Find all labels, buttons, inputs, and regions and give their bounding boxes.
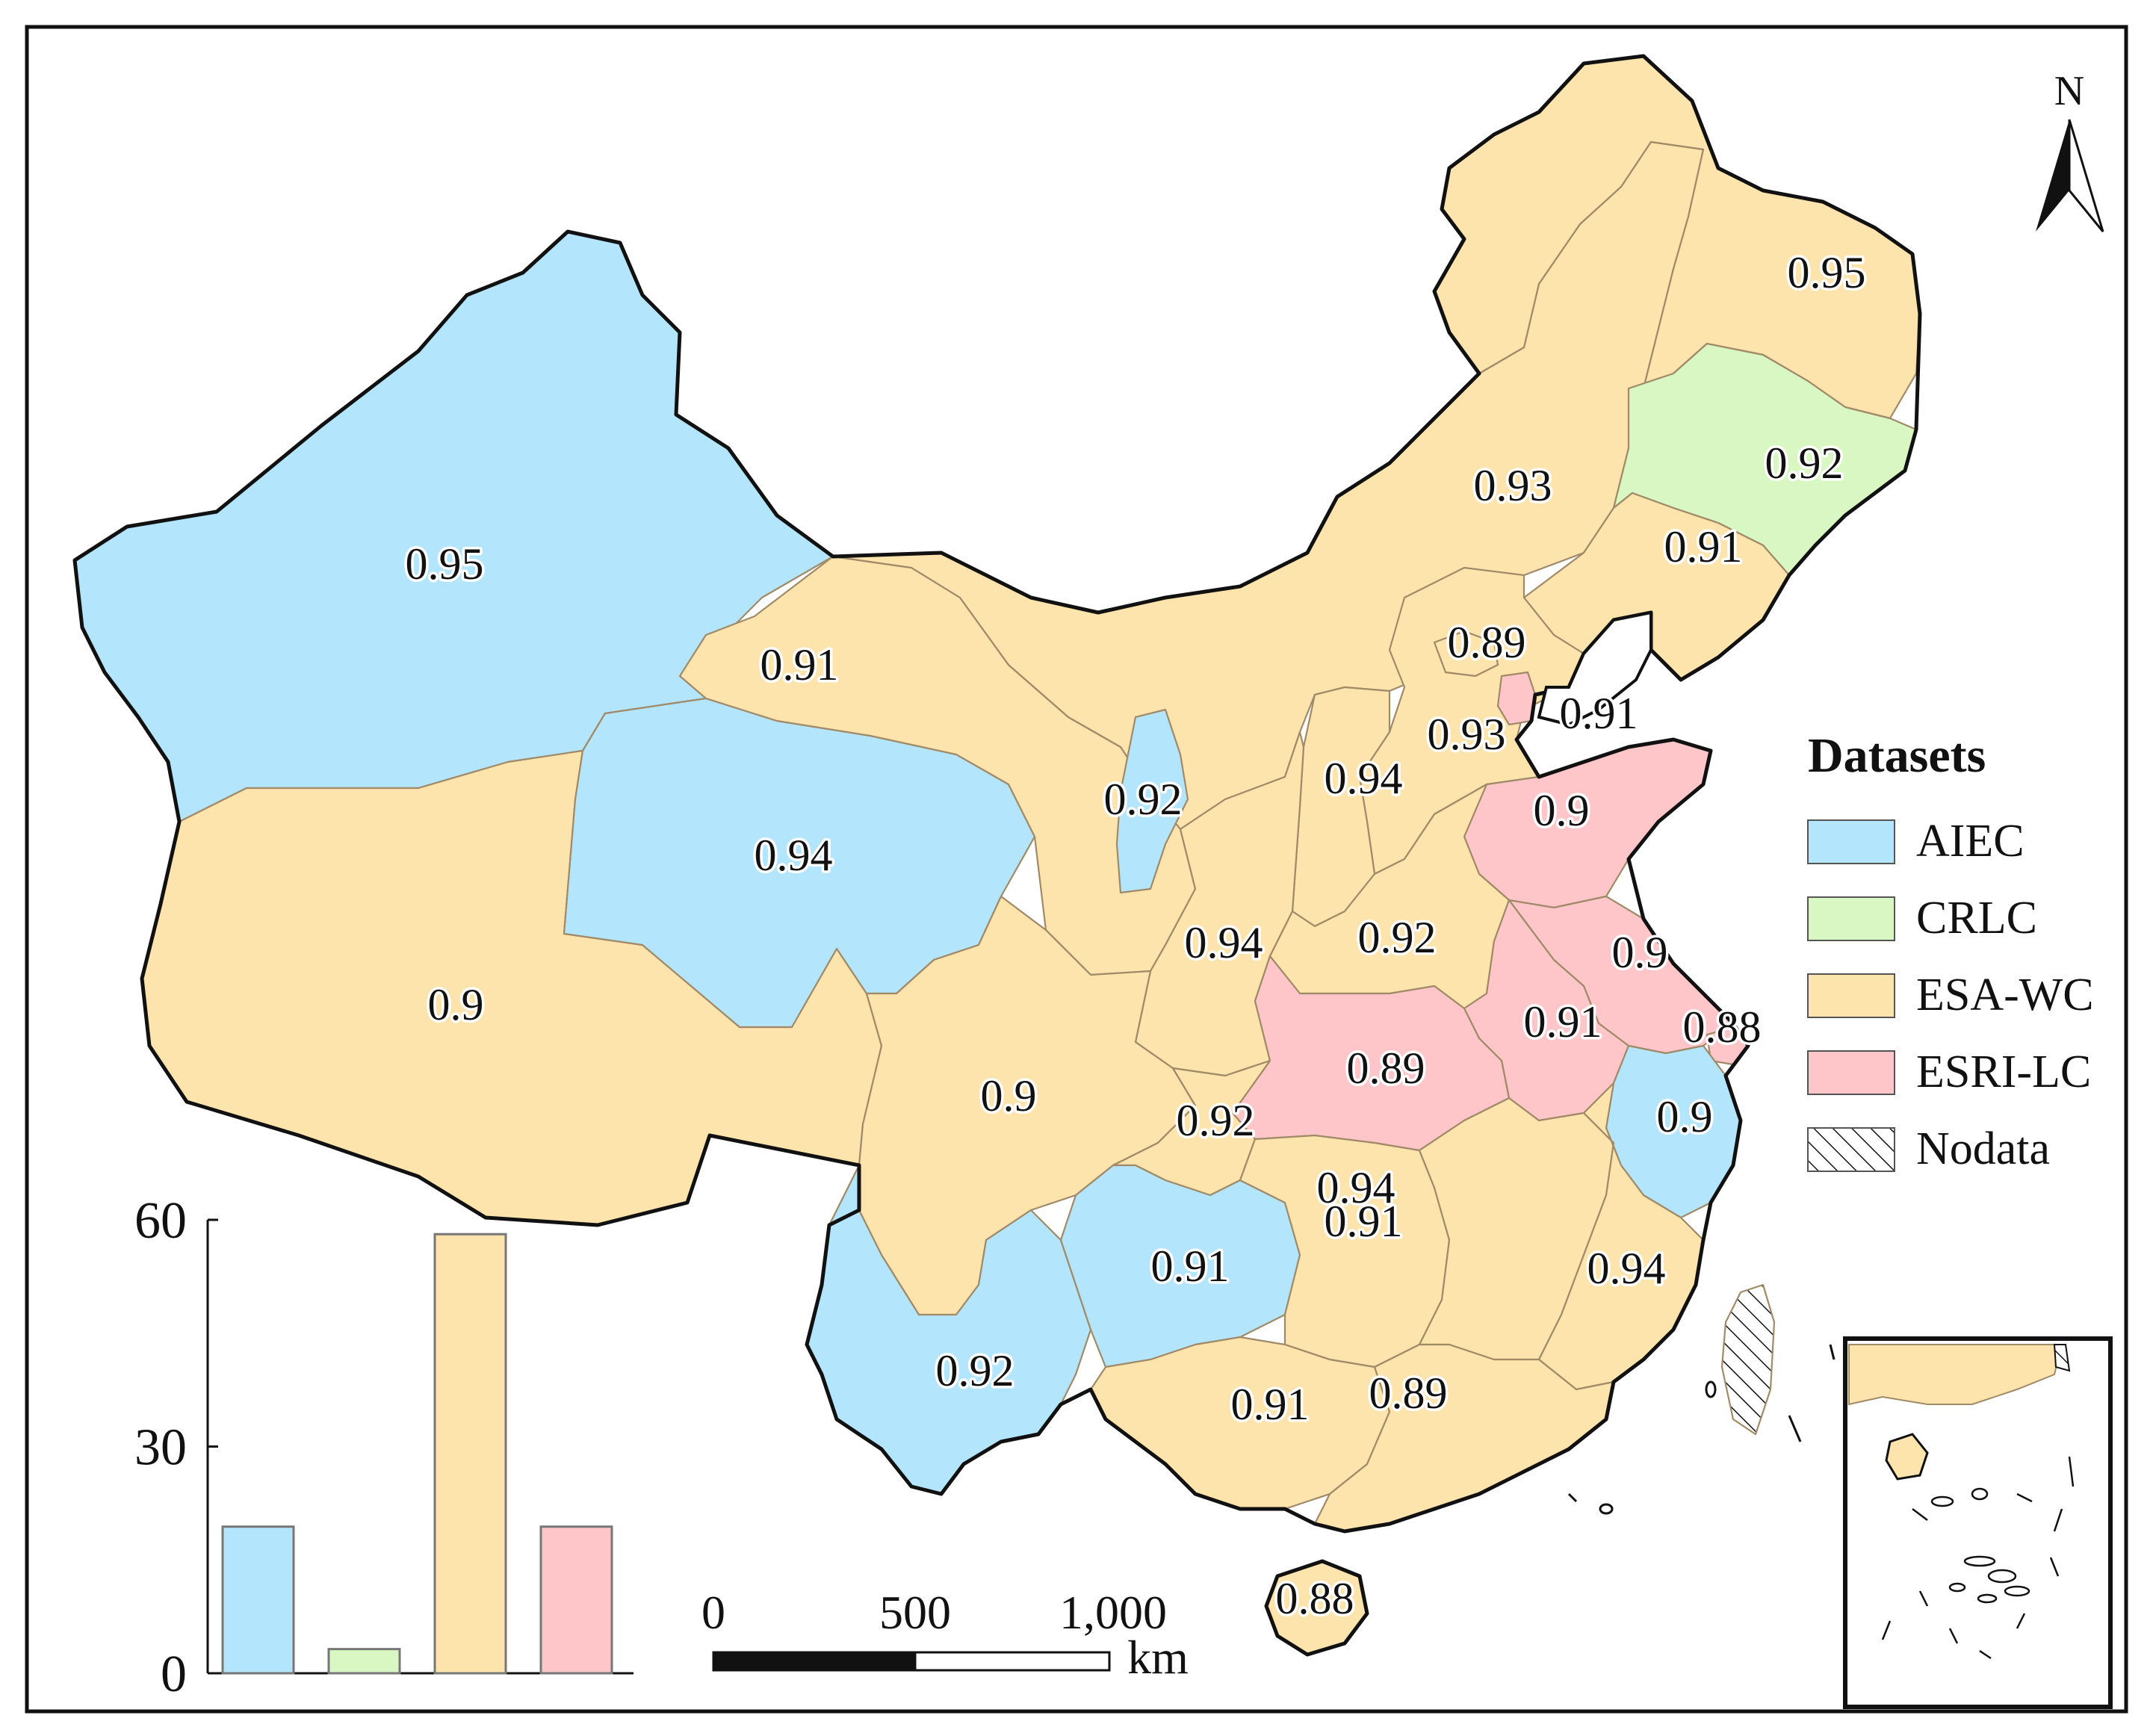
region-value-label: 0.93 bbox=[1428, 710, 1506, 759]
legend-title: Datasets bbox=[1808, 728, 1986, 783]
region-value-label: 0.9 bbox=[1612, 928, 1668, 977]
region-value-label: 0.91 bbox=[1231, 1380, 1310, 1429]
region-value-label: 0.91 bbox=[1560, 689, 1638, 738]
legend-swatch-esri-lc bbox=[1807, 1050, 1895, 1095]
bar-chart-y-tick-label: 30 bbox=[134, 1419, 187, 1477]
region-value-label: 0.9 bbox=[428, 980, 484, 1029]
region-value-label: 0.94 bbox=[1185, 918, 1263, 967]
region-value-label: 0.91 bbox=[1325, 1197, 1403, 1246]
region-ningxia bbox=[1115, 708, 1189, 894]
region-value-label: 0.94 bbox=[1325, 754, 1403, 803]
north-arrow: N bbox=[2036, 68, 2104, 232]
north-arrow-label: N bbox=[2054, 68, 2084, 114]
region-value-label: 0.92 bbox=[1765, 438, 1844, 488]
region-value-label: 0.92 bbox=[1177, 1096, 1255, 1145]
bar-esri-lc bbox=[539, 1525, 613, 1675]
region-value-label: 0.91 bbox=[1664, 522, 1743, 571]
region-value-label: 0.94 bbox=[1587, 1244, 1666, 1293]
legend-swatch-nodata bbox=[1807, 1127, 1895, 1172]
legend-label-esa-wc: ESA-WC bbox=[1916, 970, 2094, 1020]
hainan-outline bbox=[1264, 1559, 1369, 1657]
scale-tick-0: 0 bbox=[701, 1586, 725, 1639]
inset-map bbox=[1843, 1336, 2113, 1709]
legend-label-crlc: CRLC bbox=[1916, 893, 2037, 943]
region-value-label: 0.94 bbox=[755, 831, 833, 880]
region-value-label: 0.92 bbox=[1104, 775, 1183, 824]
region-value-label: 0.92 bbox=[1358, 913, 1437, 962]
bar-esa-wc bbox=[433, 1233, 507, 1675]
north-arrow-icon bbox=[2036, 120, 2069, 232]
region-beijing bbox=[1433, 630, 1499, 678]
legend-label-nodata: Nodata bbox=[1916, 1123, 2050, 1174]
region-value-label: 0.92 bbox=[936, 1346, 1014, 1395]
legend-label-aiec: AIEC bbox=[1916, 816, 2025, 867]
south-china-sea-islands bbox=[1567, 1344, 1836, 1515]
province-layer bbox=[73, 55, 1921, 1656]
scale-bar: 0 500 1,000 km bbox=[701, 1586, 1189, 1684]
region-value-label: 0.89 bbox=[1448, 618, 1526, 667]
bar-chart: 0 30 60 bbox=[134, 1192, 633, 1703]
region-value-label: 0.91 bbox=[1151, 1241, 1230, 1291]
region-value-label: 0.95 bbox=[1788, 248, 1866, 297]
region-value-label: 0.95 bbox=[406, 539, 484, 589]
bar-crlc bbox=[327, 1648, 401, 1675]
national-outline bbox=[72, 54, 1922, 1534]
region-taiwan bbox=[1720, 1283, 1776, 1436]
legend-swatch-aiec bbox=[1807, 819, 1895, 864]
region-value-label: 0.94 bbox=[1317, 1163, 1395, 1212]
legend-swatch-esa-wc bbox=[1807, 973, 1895, 1018]
scale-tick-500: 500 bbox=[879, 1586, 951, 1639]
region-value-label: 0.88 bbox=[1683, 1002, 1762, 1052]
region-value-label: 0.9 bbox=[981, 1071, 1037, 1120]
region-value-label: 0.88 bbox=[1276, 1574, 1354, 1623]
legend-label-esri-lc: ESRI-LC bbox=[1916, 1047, 2091, 1097]
region-value-label: 0.89 bbox=[1369, 1368, 1448, 1418]
legend-swatch-crlc bbox=[1807, 896, 1895, 941]
scale-tick-1000: 1,000 bbox=[1059, 1586, 1167, 1639]
region-value-label: 0.89 bbox=[1347, 1044, 1425, 1093]
region-value-label: 0.91 bbox=[760, 640, 839, 689]
legend: Datasets AIEC CRLC ESA-WC ESRI-LC Nodata bbox=[1807, 728, 2094, 1174]
bar-aiec bbox=[221, 1525, 295, 1675]
region-value-label: 0.9 bbox=[1534, 786, 1590, 835]
bohai-sea bbox=[1537, 610, 1652, 727]
bar-chart-y-tick-label: 0 bbox=[161, 1646, 187, 1703]
region-value-label: 0.93 bbox=[1474, 461, 1552, 510]
bar-chart-y-tick-label: 60 bbox=[134, 1192, 187, 1250]
region-value-label: 0.91 bbox=[1524, 997, 1602, 1047]
region-labels: 0.95 0.95 0.92 0.93 0.91 0.89 0.91 0.91 0.93 0.94… bbox=[403, 246, 1868, 1626]
region-value-label: 0.9 bbox=[1657, 1092, 1713, 1141]
scale-unit: km bbox=[1127, 1631, 1189, 1684]
